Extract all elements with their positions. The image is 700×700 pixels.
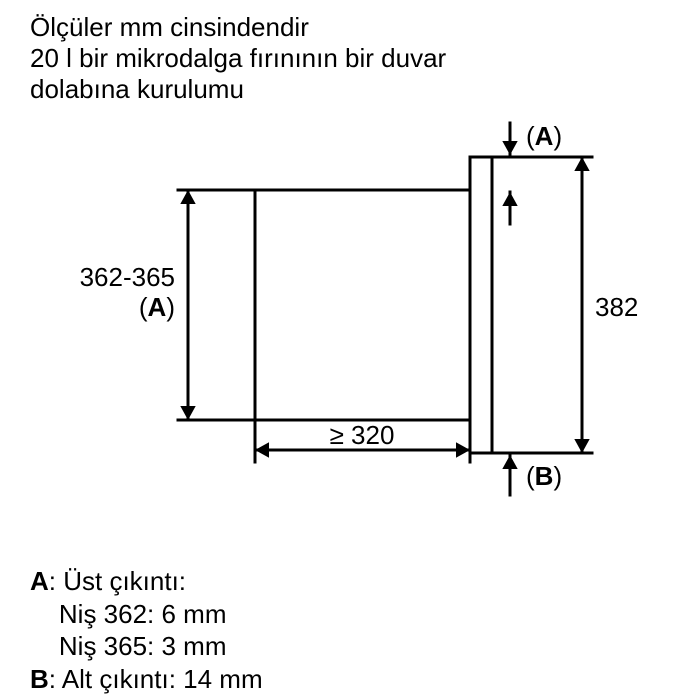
legend-b-letter: B xyxy=(30,664,49,694)
svg-text:382: 382 xyxy=(595,292,638,322)
legend-a-line3: Niş 365: 3 mm xyxy=(30,630,263,663)
legend-block: A: Üst çıkıntı: Niş 362: 6 mm Niş 365: 3… xyxy=(30,565,263,695)
legend-a-rest: : Üst çıkıntı: xyxy=(49,566,186,596)
legend-a-line2: Niş 362: 6 mm xyxy=(30,598,263,631)
svg-text:≥ 320: ≥ 320 xyxy=(330,420,395,450)
svg-text:(A): (A) xyxy=(526,121,562,151)
legend-b-rest: : Alt çıkıntı: 14 mm xyxy=(49,664,263,694)
legend-a-title: A: Üst çıkıntı: xyxy=(30,565,263,598)
legend-a-letter: A xyxy=(30,566,49,596)
svg-text:(A): (A) xyxy=(139,292,175,322)
svg-text:362-365: 362-365 xyxy=(80,262,175,292)
legend-b: B: Alt çıkıntı: 14 mm xyxy=(30,663,263,696)
svg-text:(B): (B) xyxy=(526,461,562,491)
